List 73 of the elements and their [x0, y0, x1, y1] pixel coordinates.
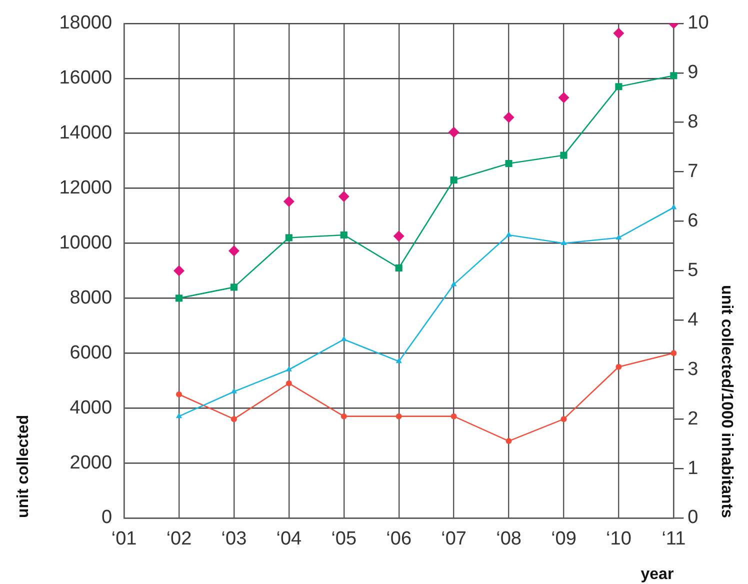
point — [450, 176, 458, 184]
y-tick-label: 18000 — [59, 12, 112, 34]
x-tick-label: ‘09 — [551, 528, 576, 550]
point — [396, 358, 402, 364]
y2-axis-title: unit collected/1000 inhabitants — [718, 285, 735, 518]
x-tick-label: ‘02 — [166, 528, 192, 550]
point — [230, 416, 237, 422]
point — [558, 92, 570, 104]
x-tick-label: ‘01 — [111, 528, 137, 550]
point — [395, 264, 402, 272]
y2-tick-label: 2 — [688, 408, 698, 430]
point — [286, 380, 292, 386]
y-tick-label: 16000 — [59, 68, 112, 89]
y2-tick-label: 10 — [688, 12, 709, 34]
point — [393, 230, 404, 242]
point — [338, 191, 350, 202]
point — [560, 416, 567, 422]
x-tick-label: ‘08 — [496, 528, 522, 550]
point — [616, 234, 622, 240]
point — [670, 350, 677, 356]
point — [283, 196, 294, 207]
point — [670, 72, 678, 80]
y-axis-title: unit collected — [15, 414, 32, 518]
point — [506, 438, 512, 444]
x-axis-title: year — [640, 566, 674, 583]
x-tick-label: ‘03 — [221, 528, 247, 550]
point — [448, 126, 460, 138]
point — [503, 112, 514, 123]
y-tick-label: 0 — [101, 507, 112, 528]
point — [176, 412, 182, 418]
x-tick-label: ‘05 — [331, 528, 357, 550]
y-tick-label: 4000 — [70, 397, 112, 418]
y2-tick-label: 6 — [688, 210, 698, 232]
x-tick-label: ‘06 — [386, 528, 412, 550]
point — [286, 366, 292, 372]
point — [285, 234, 292, 242]
y2-tick-label: 3 — [688, 358, 698, 380]
y2-tick-label: 4 — [688, 309, 699, 330]
point — [613, 28, 624, 39]
y2-tick-label: 5 — [688, 260, 698, 281]
point — [340, 336, 347, 342]
y-tick-label: 12000 — [59, 178, 112, 198]
y-tick-label: 10000 — [59, 232, 112, 254]
x-tick-label: ‘10 — [606, 528, 632, 550]
point — [176, 391, 182, 398]
point — [230, 284, 238, 291]
y-tick-label: 2000 — [70, 452, 112, 474]
x-tick-label: ‘07 — [441, 528, 466, 550]
x-tick-label: ‘11 — [662, 528, 686, 550]
point — [560, 240, 567, 245]
point — [505, 160, 512, 168]
y2-tick-label: 0 — [688, 507, 698, 528]
x-tick-label: ‘04 — [276, 528, 302, 550]
y-tick-label: 6000 — [70, 342, 112, 364]
y-tick-label: 14000 — [59, 122, 112, 144]
point — [506, 231, 512, 237]
y2-tick-label: 9 — [688, 62, 698, 84]
y-tick-label: 8000 — [70, 287, 112, 308]
point — [560, 152, 568, 159]
point — [396, 413, 402, 420]
point — [175, 294, 183, 302]
point — [340, 413, 347, 420]
point — [615, 83, 622, 90]
point — [616, 364, 622, 370]
point — [174, 265, 184, 276]
y2-tick-label: 1 — [688, 458, 698, 479]
point — [450, 280, 457, 286]
point — [228, 245, 240, 256]
y2-tick-label: 8 — [688, 112, 698, 133]
point — [340, 231, 348, 239]
y2-tick-label: 7 — [688, 161, 698, 182]
point — [670, 204, 677, 210]
point — [450, 413, 457, 420]
